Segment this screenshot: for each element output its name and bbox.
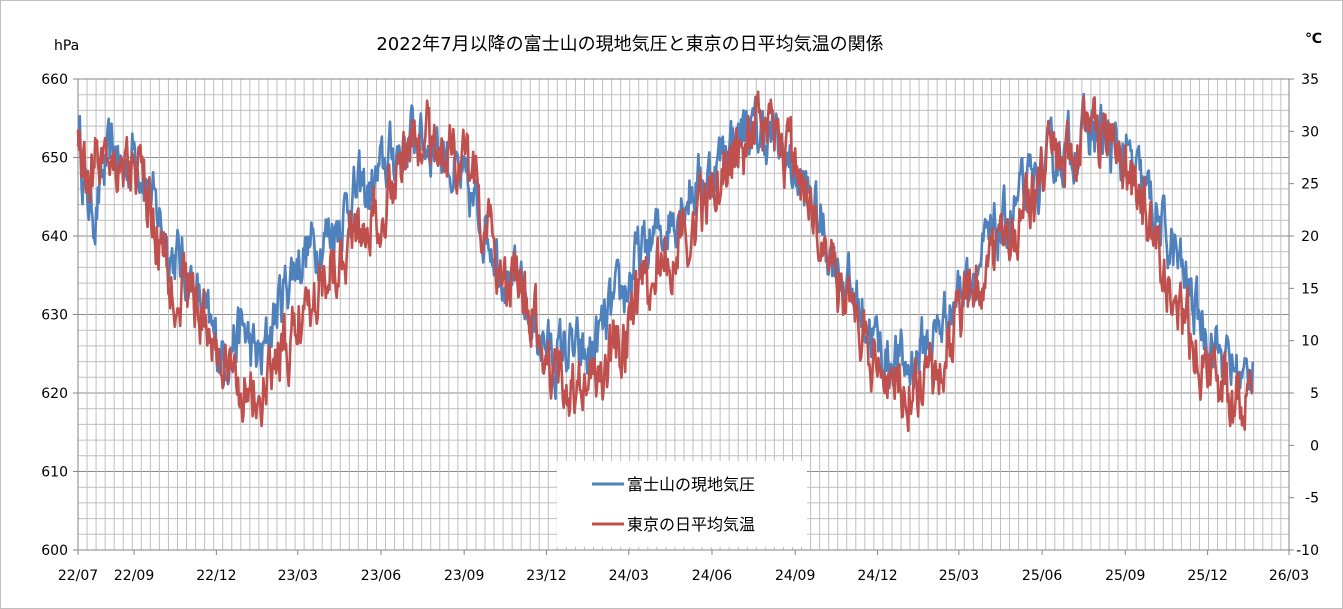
- x-tick-label: 23/09: [444, 568, 484, 584]
- y-right-tick-label: 15: [1301, 281, 1319, 297]
- y-right-tick-label: 20: [1301, 229, 1319, 245]
- x-tick-label: 22/07: [58, 568, 98, 584]
- x-tick-label: 22/12: [196, 568, 236, 584]
- legend-label-pressure: 富士山の現地気圧: [627, 475, 755, 494]
- series-line-1: [76, 90, 1254, 433]
- x-tick-label: 25/03: [939, 568, 979, 584]
- legend-box: [557, 461, 807, 547]
- x-tick-label: 25/09: [1105, 568, 1145, 584]
- x-tick-label: 23/06: [361, 568, 401, 584]
- y-right-tick-label: 30: [1301, 124, 1319, 140]
- y-left-tick-label: 620: [41, 386, 68, 402]
- x-tick-label: 24/06: [692, 568, 732, 584]
- x-tick-label: 23/03: [278, 568, 318, 584]
- y-right-tick-label: 25: [1301, 177, 1319, 193]
- y-right-tick-label: 10: [1301, 334, 1319, 350]
- x-tick-label: 26/03: [1269, 568, 1309, 584]
- y-right-tick-label: 0: [1310, 438, 1319, 454]
- legend: 富士山の現地気圧 東京の日平均気温: [557, 461, 807, 547]
- chart-title: 2022年7月以降の富士山の現地気圧と東京の日平均気温の関係: [376, 34, 883, 55]
- y-left-tick-label: 660: [41, 72, 68, 88]
- x-tick-label: 24/12: [857, 568, 897, 584]
- y-left-unit-label: hPa: [54, 38, 79, 54]
- x-tick-label: 24/03: [609, 568, 649, 584]
- legend-label-temperature: 東京の日平均気温: [627, 515, 755, 534]
- y-right-tick-label: -5: [1305, 491, 1319, 507]
- x-tick-label: 23/12: [526, 568, 566, 584]
- x-tick-label: 22/09: [114, 568, 154, 584]
- x-tick-label: 25/06: [1022, 568, 1062, 584]
- y-left-tick-label: 640: [41, 229, 68, 245]
- x-tick-label: 24/09: [775, 568, 815, 584]
- y-right-unit-label: ℃: [1305, 31, 1322, 47]
- y-left-tick-label: 600: [41, 543, 68, 559]
- y-left-tick-label: 630: [41, 308, 68, 324]
- series-layer: [76, 90, 1255, 433]
- y-left-tick-label: 610: [41, 465, 68, 481]
- axes: 600 610 620 630 640 650 660 -10 -5 0 5 10 15 20 25 30 35…: [41, 72, 1319, 584]
- x-tick-label: 25/12: [1187, 568, 1227, 584]
- y-right-tick-label: 5: [1310, 386, 1319, 402]
- y-right-tick-label: 35: [1301, 72, 1319, 88]
- y-left-tick-label: 650: [41, 151, 68, 167]
- y-right-tick-label: -10: [1296, 543, 1319, 559]
